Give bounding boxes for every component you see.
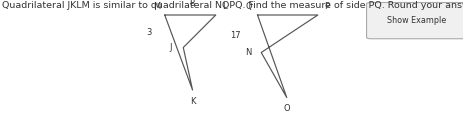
- Text: J: J: [169, 43, 171, 52]
- Text: 17: 17: [229, 30, 240, 40]
- Text: N: N: [244, 48, 251, 57]
- Text: M: M: [152, 2, 160, 11]
- Text: L: L: [221, 2, 226, 11]
- Text: Quadrilateral JKLM is similar to quadrilateral NOPQ. Find the measure of side PQ: Quadrilateral JKLM is similar to quadril…: [2, 1, 463, 10]
- Text: Show Example: Show Example: [386, 16, 445, 25]
- Text: K: K: [189, 97, 195, 106]
- FancyBboxPatch shape: [366, 2, 463, 39]
- Text: O: O: [283, 104, 289, 113]
- Text: 3: 3: [146, 28, 151, 37]
- Text: Q: Q: [245, 2, 252, 11]
- Text: P: P: [323, 2, 328, 11]
- Text: 8: 8: [188, 0, 194, 8]
